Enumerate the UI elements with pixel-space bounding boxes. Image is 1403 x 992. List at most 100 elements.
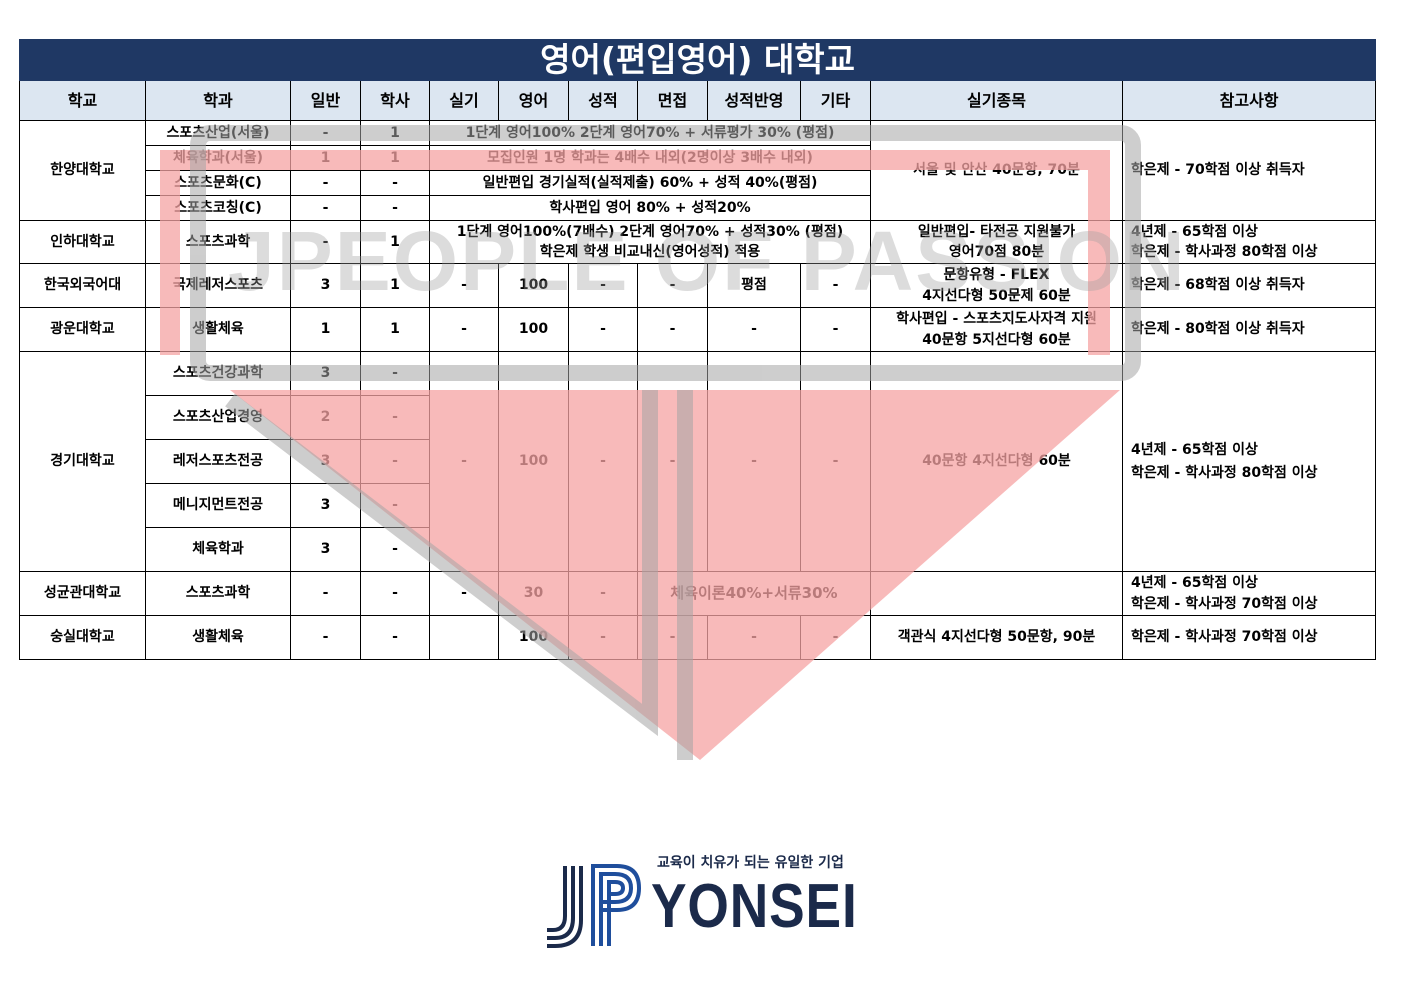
admission-info: 1단계 영어100% 2단계 영어70% + 서류평가 30% (평점) — [429, 120, 871, 146]
grade-weight: - — [568, 351, 638, 572]
school-name: 인하대학교 — [19, 220, 146, 264]
header-grade: 성적 — [568, 80, 638, 121]
grade-reflect: - — [707, 307, 801, 352]
school-name: 숭실대학교 — [19, 615, 146, 660]
header-notes: 참고사항 — [1121, 80, 1377, 121]
general-count: 1 — [290, 307, 361, 352]
table-row: 한양대학교 스포츠산업(서울) - 1 1단계 영어100% 2단계 영어70%… — [19, 120, 1377, 221]
practical-line: 40문항 5지선다형 60분 — [922, 331, 1071, 348]
general-count: 3 — [290, 483, 361, 528]
bachelor-count: 1 — [360, 263, 430, 308]
school-name: 광운대학교 — [19, 307, 146, 352]
notes: 4년제 - 65학점 이상 학은제 - 학사과정 70학점 이상 — [1121, 571, 1377, 616]
bachelor-count: - — [360, 170, 430, 196]
school-name: 경기대학교 — [19, 351, 146, 572]
bachelor-count: - — [360, 483, 430, 528]
etc: - — [800, 263, 871, 308]
header-department: 학과 — [145, 80, 291, 121]
interview: - — [637, 615, 708, 660]
practical-test: - — [429, 263, 499, 308]
header-practical-items: 실기종목 — [870, 80, 1123, 121]
general-count: 3 — [290, 263, 361, 308]
practical-items: 일반편입- 타전공 지원불가 영어70점 80분 — [870, 220, 1123, 264]
table-row: 숭실대학교 생활체육 - - 100 - - - - 객관식 4지선다형 50문… — [19, 615, 1377, 660]
practical-line: 일반편입- 타전공 지원불가 — [917, 224, 1076, 240]
table-row: 경기대학교 스포츠건강과학 3 - - 100 - - - - 40문항 4지선… — [19, 351, 1377, 572]
department-name: 체육학과 — [145, 527, 291, 572]
interview: - — [637, 263, 708, 308]
admission-info: 학사편입 영어 80% + 성적20% — [429, 195, 871, 221]
page-title: 영어(편입영어) 대학교 — [18, 39, 1377, 81]
department-name: 스포츠산업(서울) — [145, 120, 291, 146]
practical-test: - — [429, 351, 499, 572]
bachelor-count: 1 — [360, 120, 430, 146]
practical-test: - — [429, 307, 499, 352]
practical-line: 4지선다형 50문제 60분 — [922, 287, 1071, 304]
interview: - — [637, 307, 708, 352]
practical-items — [870, 571, 1123, 616]
general-count: - — [290, 195, 361, 221]
school-name: 한국외국어대 — [19, 263, 146, 308]
header-school: 학교 — [19, 80, 146, 121]
practical-items: 40문항 4지선다형 60분 — [870, 351, 1123, 572]
grade-weight: - — [568, 307, 638, 352]
practical-items: 객관식 4지선다형 50문항, 90분 — [870, 615, 1123, 660]
general-count: - — [290, 571, 361, 616]
school-name: 성균관대학교 — [19, 571, 146, 616]
practical-line: 영어70점 80분 — [948, 244, 1045, 260]
department-name: 생활체육 — [145, 307, 291, 352]
logo-tagline: 교육이 치유가 되는 유일한 기업 — [657, 855, 844, 871]
jp-yonsei-logo: 교육이 치유가 되는 유일한 기업 YONSEI — [545, 852, 865, 948]
bachelor-count: - — [360, 439, 430, 484]
etc: - — [800, 615, 871, 660]
table-row: 한국외국어대 국제레저스포츠 3 1 - 100 - - 평점 - 문항유형 -… — [19, 263, 1377, 308]
header-interview: 면접 — [637, 80, 708, 121]
department-name: 메니지먼트전공 — [145, 483, 291, 528]
practical-items: 학사편입 - 스포츠지도사자격 지원 40문항 5지선다형 60분 — [870, 307, 1123, 352]
english-weight: 100 — [498, 615, 569, 660]
notes: 학은제 - 70학점 이상 취득자 — [1121, 120, 1377, 221]
bachelor-count: - — [360, 395, 430, 440]
admission-info: 모집인원 1명 학과는 4배수 내외(2명이상 3배수 내외) — [429, 145, 871, 171]
admission-info: 일반편입 경기실적(실적제출) 60% + 성적 40%(평점) — [429, 170, 871, 196]
note-line: 학은제 - 학사과정 80학점 이상 — [1131, 244, 1318, 260]
bachelor-count: - — [360, 195, 430, 221]
header-etc: 기타 — [800, 80, 871, 121]
interview: - — [637, 351, 708, 572]
bachelor-count: 1 — [360, 307, 430, 352]
logo-brand: YONSEI — [651, 872, 858, 941]
grade-reflect: 평점 — [707, 263, 801, 308]
practical-items: 문항유형 - FLEX 4지선다형 50문제 60분 — [870, 263, 1123, 308]
department-name: 스포츠코칭(C) — [145, 195, 291, 221]
english-weight: 100 — [498, 351, 569, 572]
practical-test — [429, 615, 499, 660]
department-name: 국제레저스포츠 — [145, 263, 291, 308]
header-practical: 실기 — [429, 80, 499, 121]
bachelor-count: - — [360, 571, 430, 616]
admission-info-line: 1단계 영어100%(7배수) 2단계 영어70% + 성적30% (평점) — [456, 224, 844, 240]
notes: 학은제 - 학사과정 70학점 이상 — [1121, 615, 1377, 660]
grade-reflect: - — [707, 615, 801, 660]
header-english: 영어 — [498, 80, 569, 121]
grade-weight: - — [568, 263, 638, 308]
general-count: - — [290, 120, 361, 146]
department-name: 스포츠문화(C) — [145, 170, 291, 196]
admission-info-line: 학은제 학생 비교내신(영어성적) 적용 — [539, 244, 761, 260]
bachelor-count: 1 — [360, 220, 430, 264]
practical-line: 문항유형 - FLEX — [943, 266, 1050, 283]
english-weight: 30 — [498, 571, 569, 616]
grade-reflect: - — [707, 351, 801, 572]
admission-info: 체육이론40%+서류30% — [637, 571, 871, 616]
bachelor-count: 1 — [360, 145, 430, 171]
general-count: 1 — [290, 145, 361, 171]
practical-items: 서울 및 안산 40문항, 70분 — [870, 120, 1123, 221]
admission-table-container: 영어(편입영어) 대학교 학교 학과 일반 학사 실기 영어 성적 면접 성적반… — [18, 39, 1377, 660]
note-line: 4년제 - 65학점 이상 — [1131, 574, 1258, 591]
general-count: 3 — [290, 527, 361, 572]
table-row: 성균관대학교 스포츠과학 - - - 30 - 체육이론40%+서류30% 4년… — [19, 571, 1377, 616]
grade-weight: - — [568, 571, 638, 616]
etc: - — [800, 351, 871, 572]
etc: - — [800, 307, 871, 352]
note-line: 4년제 - 65학점 이상 — [1131, 441, 1258, 458]
general-count: - — [290, 615, 361, 660]
